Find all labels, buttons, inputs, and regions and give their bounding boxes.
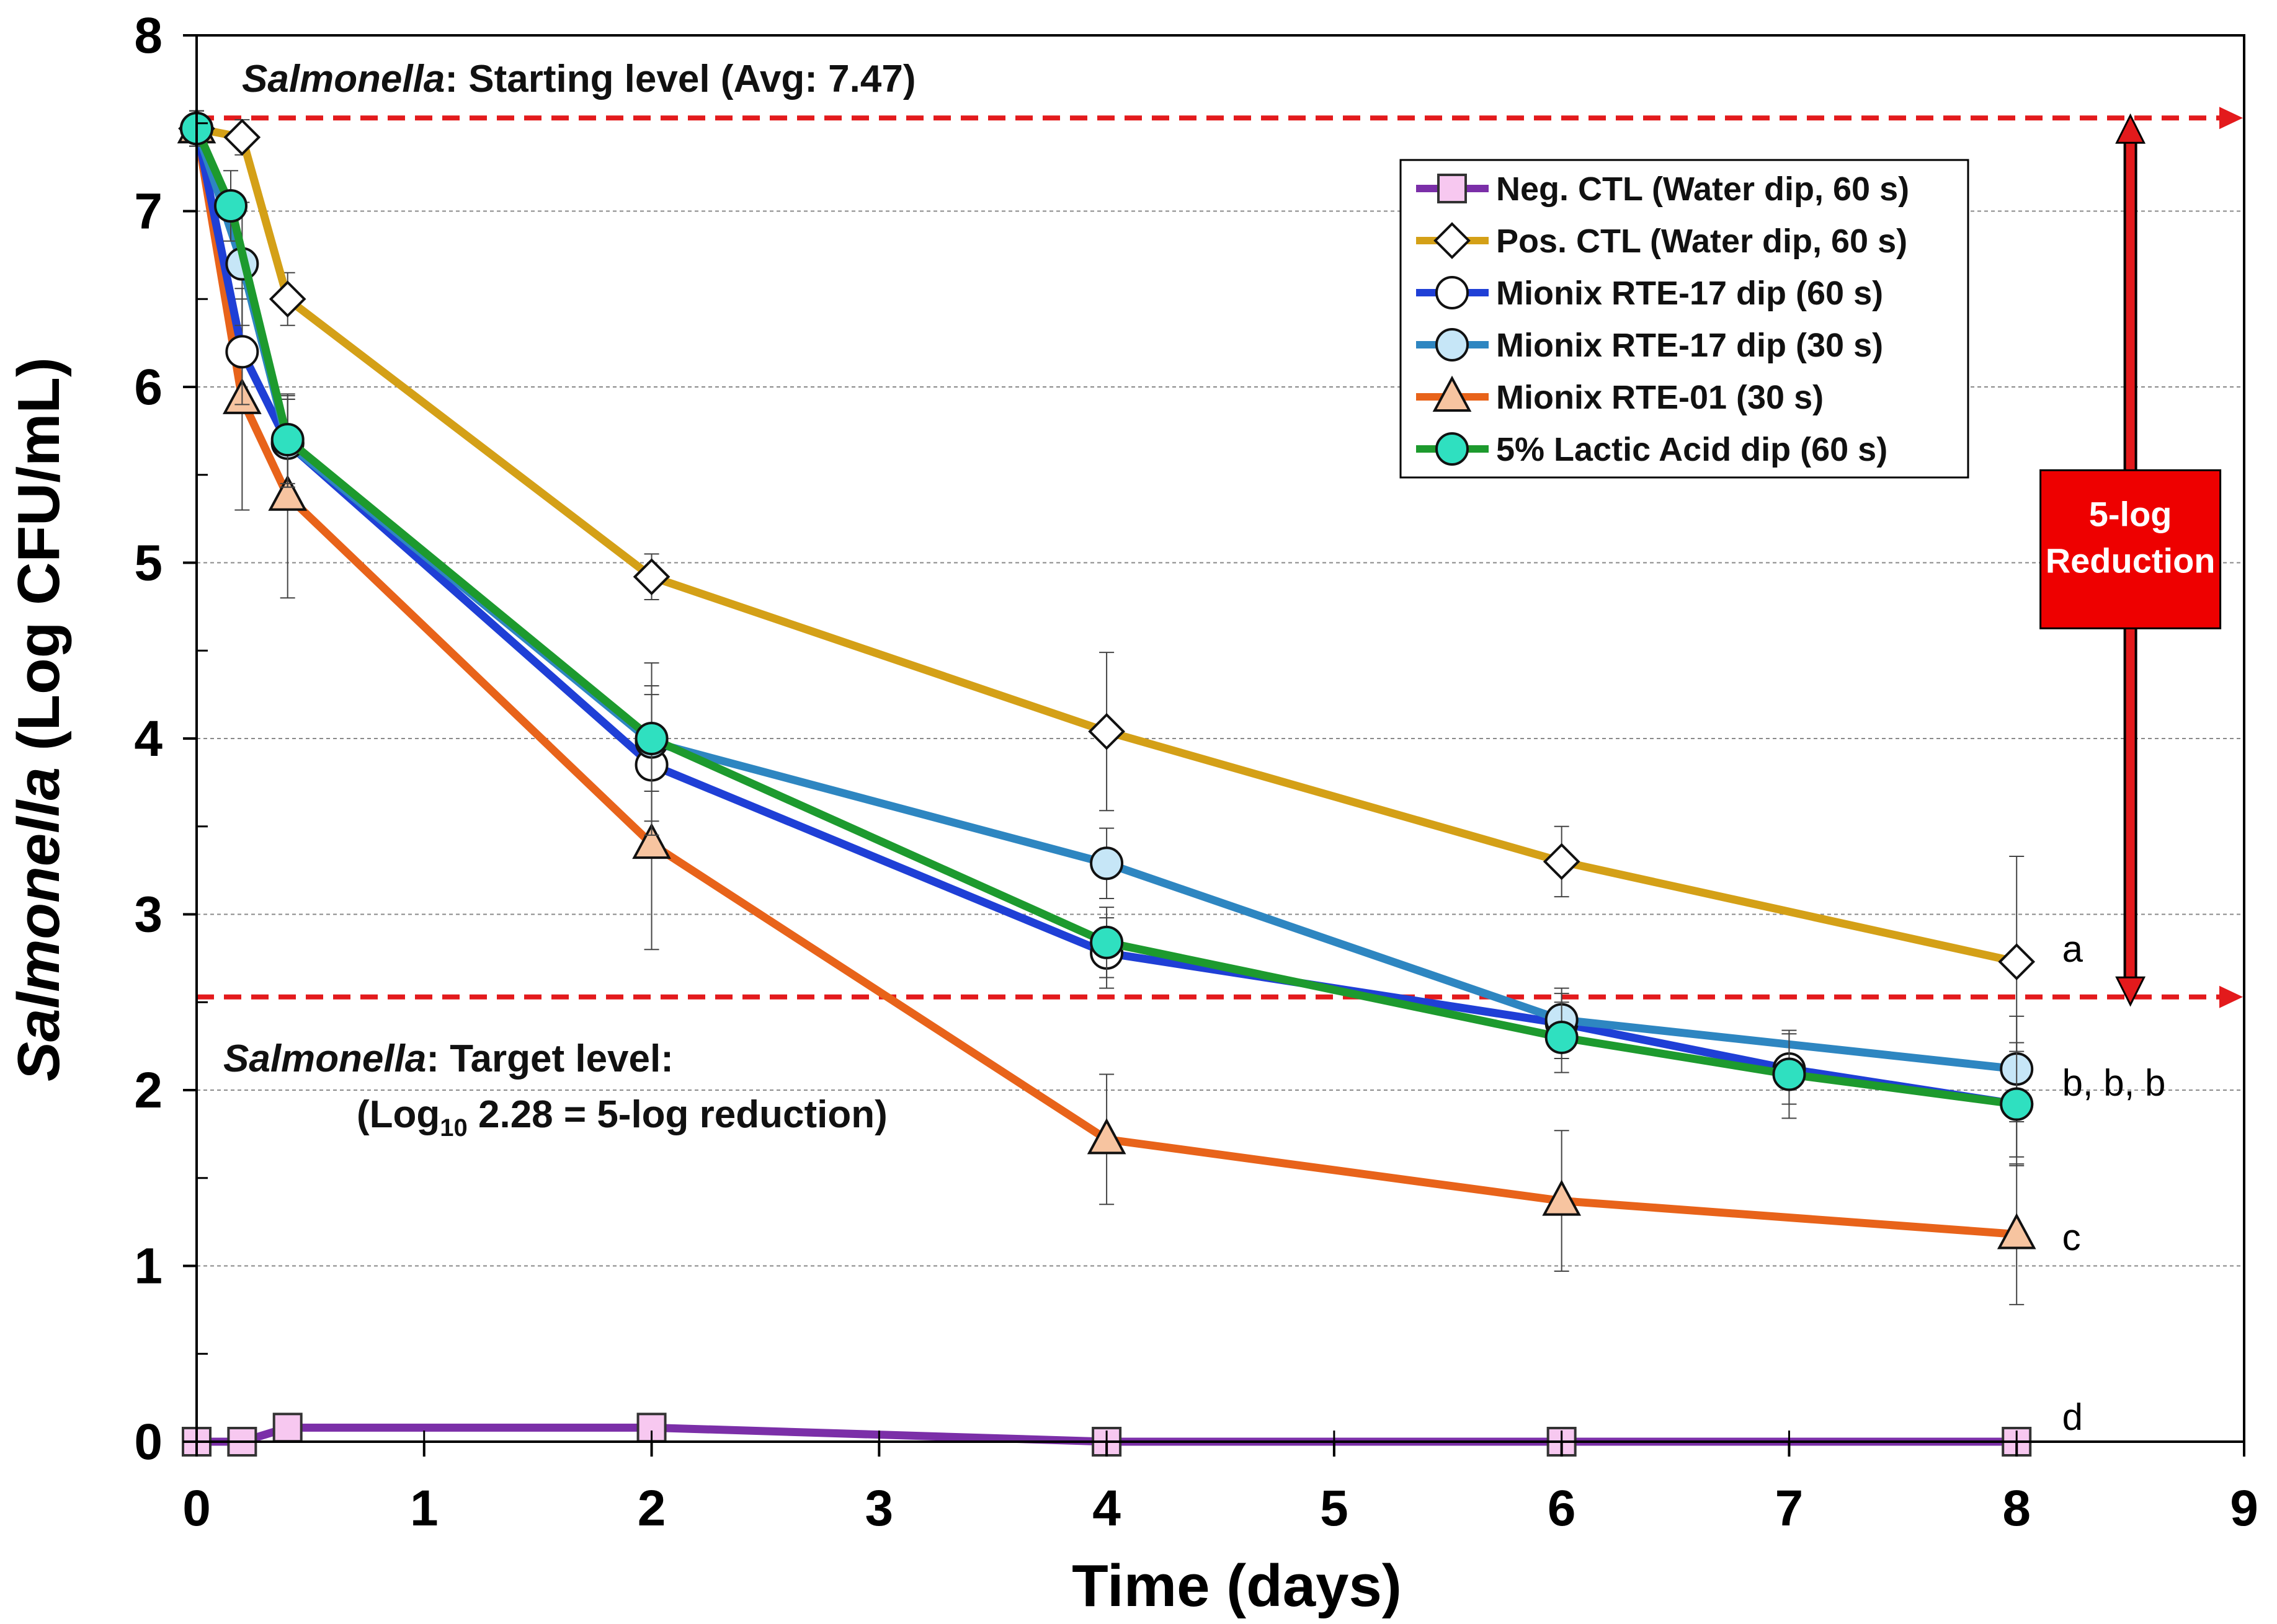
series-line (193, 126, 2018, 1109)
legend-swatch-marker (1435, 276, 1469, 309)
y-tick-label-4: 4 (134, 711, 163, 767)
legend-label: Mionix RTE-17 dip (30 s) (1496, 327, 1883, 364)
data-point (1772, 1057, 1806, 1091)
reduction-label-line2: Reduction (2046, 541, 2216, 580)
y-axis-title-rest: (Log CFU/mL) (6, 357, 72, 767)
target-line2-subscript: 10 (440, 1114, 468, 1142)
target-level-annotation: Salmonella: Target level: (223, 1037, 674, 1080)
legend: Neg. CTL (Water dip, 60 s) Pos. CTL (Wate… (1399, 159, 1969, 479)
legend-label: Mionix RTE-01 (30 s) (1496, 379, 1824, 416)
reduction-label-line1: 5-log (2089, 494, 2172, 533)
data-point (1087, 1118, 1126, 1155)
axes: 0 1 2 3 4 5 6 7 8 0 1 2 3 4 5 6 7 8 9 (134, 7, 2258, 1537)
starting-level-italic: Salmonella (242, 58, 445, 100)
significance-letter-1: a (2062, 928, 2083, 970)
legend-item-3: Mionix RTE-17 dip (60 s) (1416, 275, 1883, 312)
reduction-arrow-head-top (2115, 113, 2146, 144)
series-line (192, 127, 2018, 1109)
y-axis-title-italic: Salmonella (6, 767, 72, 1081)
legend-swatch-marker (1432, 375, 1472, 412)
x-tick-label-8: 8 (2002, 1480, 2031, 1537)
legend-item-6: 5% Lactic Acid dip (60 s) (1416, 431, 1887, 468)
legend-box (1399, 159, 1969, 479)
legend-item-1: Neg. CTL (Water dip, 60 s) (1416, 171, 1909, 208)
significance-letter-3: c (2062, 1217, 2081, 1258)
legend-label: Mionix RTE-17 dip (60 s) (1496, 275, 1883, 312)
y-tick-label-7: 7 (134, 184, 163, 240)
data-point (632, 822, 671, 859)
target-level-italic: Salmonella (223, 1037, 426, 1080)
reference-lines (197, 107, 2243, 1008)
data-point (2000, 1087, 2034, 1121)
legend-swatch-marker (1437, 174, 1467, 203)
data-point (272, 1413, 303, 1443)
y-tick-label-2: 2 (134, 1062, 163, 1119)
x-axis-title: Time (days) (1072, 1553, 1402, 1619)
y-tick-label-6: 6 (134, 359, 163, 415)
x-tick-label-9: 9 (2230, 1480, 2258, 1537)
data-point (1090, 925, 1124, 959)
significance-letter-2: b, b, b (2062, 1062, 2166, 1104)
target-level-line2: (Log10 2.28 = 5-log reduction) (357, 1093, 888, 1142)
reduction-arrow-head-bottom (2115, 976, 2146, 1007)
x-tick-label-4: 4 (1092, 1480, 1121, 1537)
y-tick-label-3: 3 (134, 887, 163, 943)
legend-swatch-marker (1435, 328, 1469, 362)
data-point (1542, 1179, 1582, 1216)
y-tick-label-1: 1 (134, 1238, 163, 1295)
reduction-label-box (2039, 469, 2222, 629)
series-6 (180, 110, 2034, 1158)
reference-line-arrowhead-1 (2219, 107, 2243, 130)
data-point (214, 189, 248, 223)
starting-level-annotation: Salmonella: Starting level (Avg: 7.47) (242, 58, 916, 100)
x-tick-label-3: 3 (865, 1480, 894, 1537)
data-point (633, 558, 671, 596)
x-tick-label-2: 2 (638, 1480, 666, 1537)
x-tick-label-7: 7 (1775, 1480, 1804, 1537)
legend-label: Neg. CTL (Water dip, 60 s) (1496, 171, 1909, 208)
x-tick-label-1: 1 (410, 1480, 439, 1537)
data-point (1544, 1020, 1579, 1054)
x-tick-label-0: 0 (182, 1480, 211, 1537)
x-tick-label-6: 6 (1548, 1480, 1576, 1537)
data-point (270, 423, 305, 457)
series-2 (178, 110, 2036, 1068)
y-tick-label-8: 8 (134, 7, 163, 64)
y-axis-title: Salmonella (Log CFU/mL) (6, 357, 72, 1081)
legend-item-4: Mionix RTE-17 dip (30 s) (1416, 327, 1883, 364)
data-point (269, 280, 306, 318)
significance-letter-4: d (2062, 1396, 2083, 1437)
data-point (225, 335, 259, 369)
target-line2-suffix: 2.28 = 5-log reduction) (468, 1093, 888, 1136)
data-point (1090, 846, 1124, 881)
legend-item-5: Mionix RTE-01 (30 s) (1416, 375, 1824, 416)
significance-letters: a b, b, b c d (2062, 928, 2166, 1437)
legend-label: Pos. CTL (Water dip, 60 s) (1496, 223, 1907, 260)
data-point (635, 722, 669, 755)
x-tick-label-5: 5 (1320, 1480, 1348, 1537)
y-tick-label-0: 0 (134, 1414, 163, 1470)
data-point (636, 1413, 667, 1443)
y-tick-label-5: 5 (134, 535, 163, 592)
data-point (268, 474, 308, 511)
reduction-arrow: 5-log Reduction (2039, 113, 2222, 1007)
data-point (1998, 943, 2036, 980)
legend-swatch-marker (1435, 432, 1469, 466)
legend-label: 5% Lactic Acid dip (60 s) (1496, 431, 1887, 468)
data-point (1543, 843, 1580, 881)
target-line2-prefix: (Log (357, 1093, 440, 1136)
legend-item-2: Pos. CTL (Water dip, 60 s) (1416, 222, 1907, 260)
reference-line-arrowhead-2 (2219, 985, 2243, 1008)
data-point (1997, 1213, 2036, 1249)
target-level-text: : Target level: (426, 1037, 674, 1080)
legend-swatch-marker (1433, 222, 1471, 259)
data-point (1088, 712, 1125, 750)
data-point (223, 118, 261, 156)
starting-level-text: : Starting level (Avg: 7.47) (445, 58, 916, 100)
